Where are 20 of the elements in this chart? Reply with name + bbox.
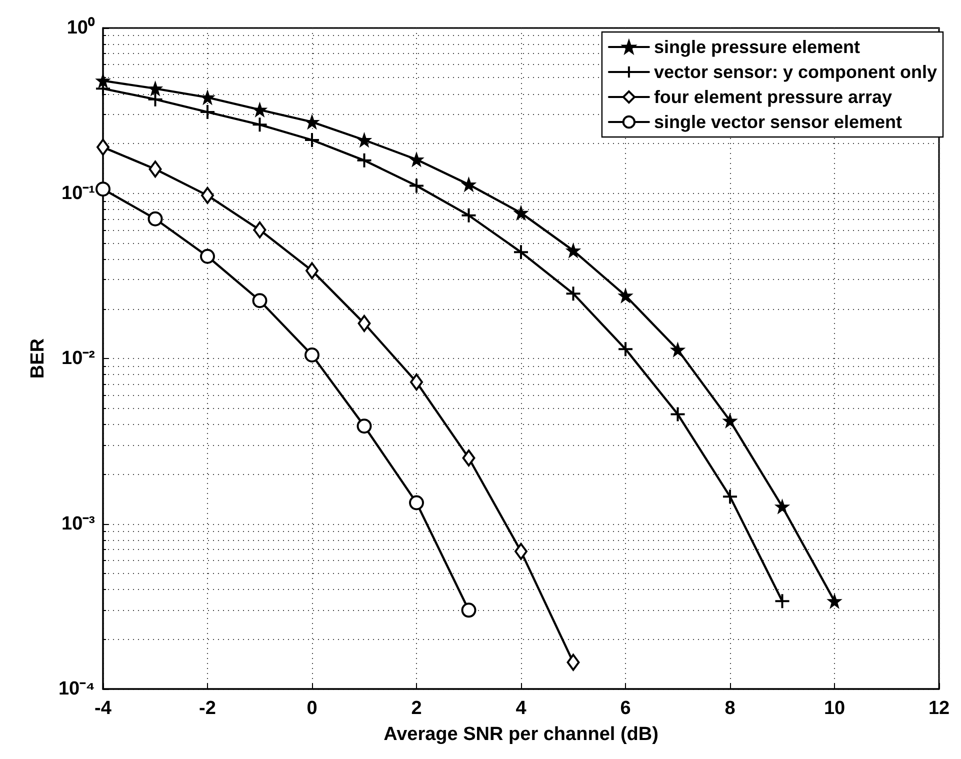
x-tick-label: -2 (199, 698, 216, 719)
x-tick-label: 12 (928, 698, 950, 719)
x-tick-label: 2 (411, 698, 422, 719)
x-axis-title: Average SNR per channel (dB) (384, 724, 658, 745)
legend-label: single pressure element (654, 37, 860, 57)
x-tick-label: 6 (620, 698, 631, 719)
x-tick-label: 10 (824, 698, 846, 719)
y-tick-label: 10⁻³ (62, 513, 95, 534)
y-tick-label: 10⁰ (66, 16, 95, 38)
legend-label: vector sensor: y component only (654, 62, 937, 82)
legend-label: four element pressure array (654, 87, 892, 107)
x-tick-label: 0 (306, 698, 318, 719)
y-tick-label: 10⁻² (62, 348, 95, 369)
x-tick-label: 8 (724, 698, 736, 719)
y-tick-label: 10⁻¹ (62, 182, 95, 204)
x-tick-label: 4 (516, 698, 527, 719)
legend-label: single vector sensor element (654, 112, 902, 132)
x-tick-label: -4 (94, 698, 112, 719)
y-axis-title: BER (28, 338, 49, 379)
y-tick-label: 10⁻⁴ (58, 678, 95, 700)
